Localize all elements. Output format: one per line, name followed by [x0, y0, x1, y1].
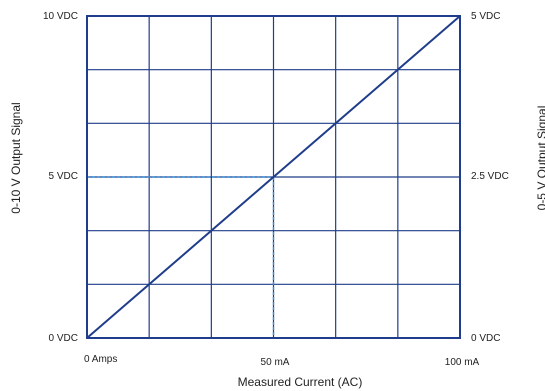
grid	[87, 16, 460, 338]
plot-frame	[86, 15, 461, 339]
y-left-tick-2: 10 VDC	[43, 11, 78, 22]
reference-lines	[87, 176, 275, 338]
y-left-tick-1: 5 VDC	[49, 171, 78, 182]
x-axis-title: Measured Current (AC)	[238, 375, 363, 389]
y-right-axis-title: 0-5 V Output Signal	[535, 106, 545, 211]
y-right-tick-2: 5 VDC	[471, 11, 500, 22]
y-right-tick-1: 2.5 VDC	[471, 171, 509, 182]
y-left-tick-0: 0 VDC	[49, 333, 78, 344]
x-tick-2: 100 mA	[445, 357, 480, 368]
x-tick-0: 0 Amps	[84, 354, 117, 365]
series-layer	[86, 15, 461, 339]
y-right-tick-0: 0 VDC	[471, 333, 500, 344]
y-left-axis-title: 0-10 V Output Signal	[9, 102, 23, 213]
x-tick-1: 50 mA	[261, 357, 290, 368]
series-line-0	[86, 15, 461, 339]
